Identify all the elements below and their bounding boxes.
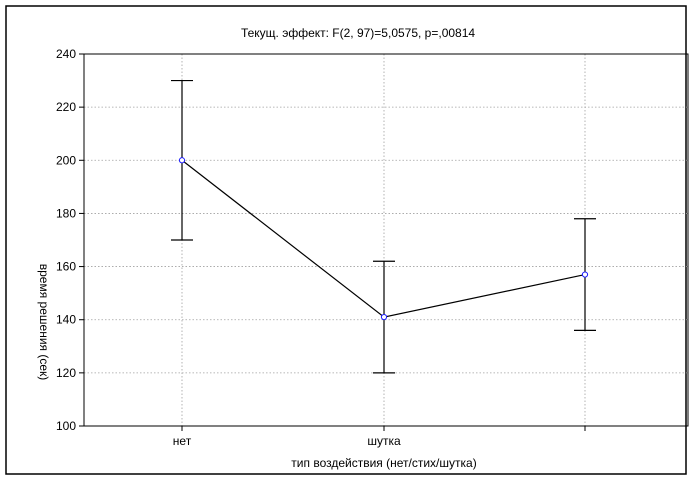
chart-title: Текущ. эффект: F(2, 97)=5,0575, p=,00814 [241, 26, 475, 40]
y-tick-label: 160 [56, 260, 76, 274]
y-axis-title: время решения (сек) [37, 264, 51, 381]
x-tick-label: шутка [367, 434, 401, 448]
data-point [178, 157, 186, 164]
data-point [581, 271, 589, 278]
y-tick-label: 220 [56, 100, 76, 114]
y-tick-label: 100 [56, 419, 76, 433]
y-tick-label: 180 [56, 206, 76, 220]
y-tick-label: 140 [56, 313, 76, 327]
y-tick-label: 120 [56, 366, 76, 380]
outer-frame [5, 5, 687, 475]
series-markers [178, 157, 589, 321]
x-axis-title: тип воздействия (нет/стих/шутка) [291, 456, 476, 470]
y-tick-label: 240 [56, 47, 76, 61]
y-tick-label: 200 [56, 153, 76, 167]
data-point [380, 313, 388, 321]
x-axis-ticks: нет шутка [173, 426, 586, 448]
x-tick-label: нет [173, 434, 192, 448]
y-axis-ticks: 100 120 140 160 180 200 220 240 [56, 47, 84, 433]
plot-frame [83, 53, 689, 427]
